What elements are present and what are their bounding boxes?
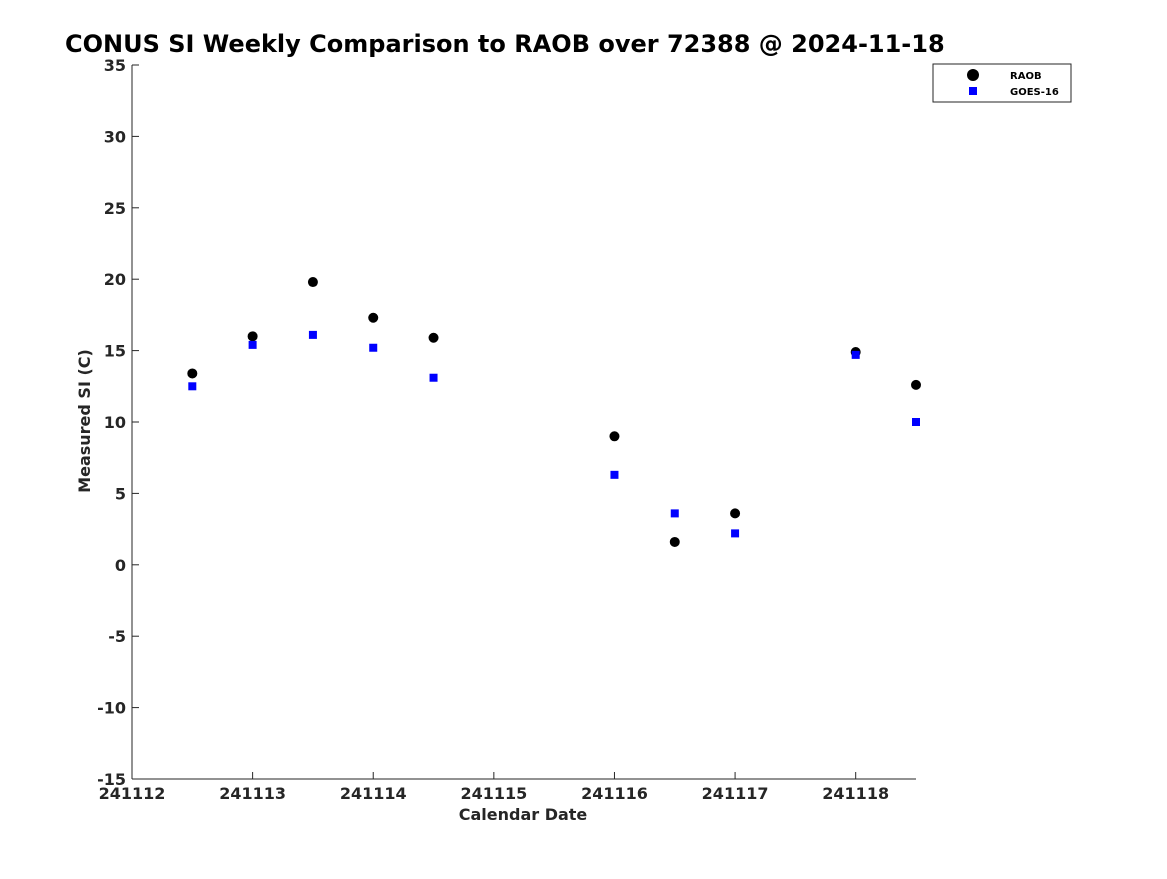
legend-marker-goes-16	[969, 87, 977, 95]
x-tick-label: 241118	[822, 784, 889, 803]
x-tick-label: 241112	[99, 784, 166, 803]
y-tick-label: 10	[104, 413, 126, 432]
legend: RAOB GOES-16	[932, 63, 1072, 103]
y-tick-label: -5	[108, 627, 126, 646]
chart-title: CONUS SI Weekly Comparison to RAOB over …	[65, 30, 945, 58]
goes-16-point	[912, 418, 920, 426]
y-tick-label: 5	[115, 484, 126, 503]
goes-16-point	[248, 340, 257, 349]
x-axis-label: Calendar Date	[459, 805, 588, 824]
goes-16-point	[610, 470, 619, 479]
raob-point	[307, 277, 318, 288]
raob-point	[669, 536, 680, 547]
goes-16-point	[188, 382, 197, 391]
raob-point	[730, 508, 741, 519]
legend-label-raob: RAOB	[1010, 71, 1042, 82]
goes-16-point	[308, 330, 317, 339]
y-tick-label: 0	[115, 556, 126, 575]
y-tick-label: 25	[104, 199, 126, 218]
raob-point	[609, 431, 620, 442]
axes: -15 -10 -5 0 5 10 15 20 25 30 35 241112 241113 241114…	[97, 56, 916, 803]
y-tick-label: 15	[104, 342, 126, 361]
y-axis-label: Measured SI (C)	[75, 349, 94, 493]
goes-16-point	[851, 350, 860, 359]
x-tick-label: 241114	[340, 784, 407, 803]
raob-point	[911, 379, 921, 390]
raob-point	[187, 368, 198, 379]
x-tick-label: 241113	[219, 784, 286, 803]
raob-point	[247, 331, 258, 342]
y-tick-label: -10	[97, 699, 126, 718]
y-tick-label: 30	[104, 127, 126, 146]
data-marks	[187, 277, 921, 547]
goes-16-point	[731, 529, 740, 538]
raob-point	[428, 332, 439, 343]
x-tick-label: 241116	[581, 784, 648, 803]
goes-16-point	[429, 373, 438, 382]
goes-16-point	[670, 509, 679, 518]
y-tick-label: -15	[97, 770, 126, 789]
y-tick-label: 35	[104, 56, 126, 75]
x-tick-label: 241117	[702, 784, 769, 803]
legend-marker-raob	[967, 69, 979, 81]
legend-label-goes-16: GOES-16	[1010, 87, 1059, 98]
legend-box	[932, 63, 1072, 103]
goes-16-point	[369, 343, 378, 352]
y-tick-label: 20	[104, 270, 126, 289]
x-tick-label: 241115	[460, 784, 527, 803]
raob-point	[368, 312, 379, 323]
